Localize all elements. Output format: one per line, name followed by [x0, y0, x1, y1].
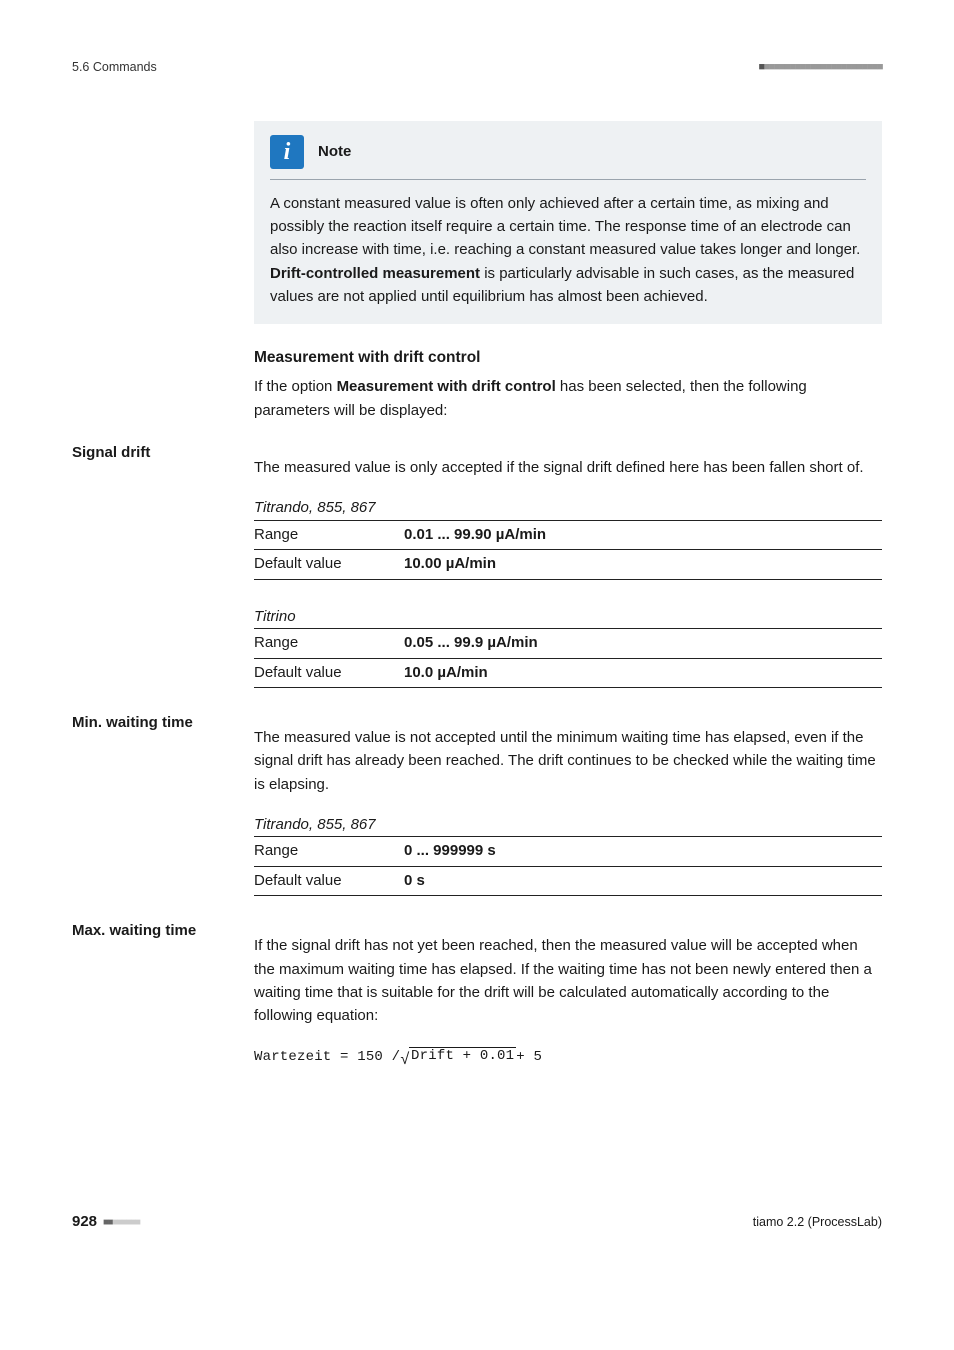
table-row: Range 0 ... 999999 s — [254, 837, 882, 867]
eq-sqrt-arg: Drift + 0.01 — [409, 1047, 516, 1063]
param-label-max-wait: Max. waiting time — [72, 918, 244, 1071]
param-key: Default value — [254, 866, 404, 896]
info-icon: i — [270, 135, 304, 169]
sqrt-icon: √ — [400, 1048, 410, 1072]
mwd-intro-bold: Measurement with drift control — [337, 378, 556, 395]
param-table: Range 0 ... 999999 s Default value 0 s — [254, 836, 882, 896]
param-value: 0 ... 999999 s — [404, 837, 882, 867]
table-row: Default value 10.00 µA/min — [254, 550, 882, 580]
param-key: Range — [254, 629, 404, 659]
param-table: Range 0.01 ... 99.90 µA/min Default valu… — [254, 520, 882, 580]
min-wait-desc: The measured value is not accepted until… — [254, 726, 882, 796]
param-key: Default value — [254, 550, 404, 580]
note-title: Note — [318, 141, 351, 164]
table-row: Default value 10.0 µA/min — [254, 658, 882, 688]
table-row: Default value 0 s — [254, 866, 882, 896]
signal-drift-desc: The measured value is only accepted if t… — [254, 456, 882, 479]
param-table: Range 0.05 ... 99.9 µA/min Default value… — [254, 628, 882, 688]
param-value: 0.05 ... 99.9 µA/min — [404, 629, 882, 659]
max-wait-desc: If the signal drift has not yet been rea… — [254, 934, 882, 1027]
param-key: Range — [254, 520, 404, 550]
page-footer: 928 ■■■■■■■■ tiamo 2.2 (ProcessLab) — [72, 1211, 882, 1234]
note-text-pre: A constant measured value is often only … — [270, 195, 860, 259]
footer-product: tiamo 2.2 (ProcessLab) — [753, 1213, 882, 1232]
param-value: 10.0 µA/min — [404, 658, 882, 688]
header-section: 5.6 Commands — [72, 58, 157, 77]
header-ornament: ■■■■■■■■■■■■■■■■■■■■■■■■ — [759, 59, 882, 76]
section-heading-mwd: Measurement with drift control — [254, 346, 882, 369]
mwd-intro-pre: If the option — [254, 378, 337, 395]
group-name: Titrino — [254, 606, 882, 629]
eq-pre: Wartezeit = 150 / — [254, 1047, 400, 1068]
param-key: Default value — [254, 658, 404, 688]
table-row: Range 0.01 ... 99.90 µA/min — [254, 520, 882, 550]
param-value: 0 s — [404, 866, 882, 896]
mwd-intro: If the option Measurement with drift con… — [254, 375, 882, 422]
equation: Wartezeit = 150 / √ Drift + 0.01 + 5 — [254, 1047, 542, 1071]
note-text-bold: Drift-controlled measurement — [270, 265, 480, 282]
param-key: Range — [254, 837, 404, 867]
page-header: 5.6 Commands ■■■■■■■■■■■■■■■■■■■■■■■■ — [72, 58, 882, 77]
group-name: Titrando, 855, 867 — [254, 814, 882, 837]
group-name: Titrando, 855, 867 — [254, 497, 882, 520]
footer-page-number: 928 ■■■■■■■■ — [72, 1211, 139, 1234]
table-row: Range 0.05 ... 99.9 µA/min — [254, 629, 882, 659]
param-label-signal-drift: Signal drift — [72, 440, 244, 710]
note-body: A constant measured value is often only … — [270, 192, 866, 308]
note-header: i Note — [270, 135, 866, 180]
eq-post: + 5 — [516, 1047, 542, 1068]
note-box: i Note A constant measured value is ofte… — [254, 121, 882, 324]
param-label-min-wait: Min. waiting time — [72, 710, 244, 918]
param-value: 0.01 ... 99.90 µA/min — [404, 520, 882, 550]
param-value: 10.00 µA/min — [404, 550, 882, 580]
